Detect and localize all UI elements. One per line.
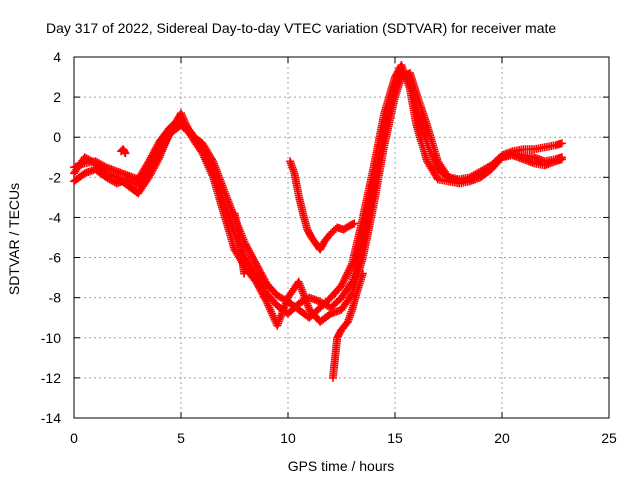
y-tick-label: 4	[53, 49, 61, 65]
x-axis-label: GPS time / hours	[288, 458, 395, 474]
y-tick-label: -8	[49, 290, 62, 306]
data-point-fill	[261, 295, 270, 304]
data-point	[358, 269, 367, 278]
y-axis-label: SDTVAR / TECUs	[6, 183, 22, 295]
series-track-b	[70, 67, 566, 318]
y-tick-label: -6	[49, 250, 62, 266]
series-track-g	[117, 145, 130, 158]
series-track-a	[70, 61, 566, 322]
data-point	[121, 149, 130, 158]
data-layer	[70, 61, 566, 382]
data-point-fill	[338, 279, 347, 288]
y-tick-label: 0	[53, 129, 61, 145]
grid	[74, 57, 609, 418]
x-tick-label: 20	[494, 430, 510, 446]
data-point-fill	[154, 155, 163, 164]
x-tick-label: 5	[177, 430, 185, 446]
data-point-fill	[342, 270, 351, 279]
chart-title: Day 317 of 2022, Sidereal Day-to-day VTE…	[46, 20, 556, 36]
y-tick-label: -4	[49, 209, 62, 225]
x-tick-label: 0	[70, 430, 78, 446]
data-point	[350, 219, 359, 228]
data-point-fill	[341, 274, 350, 283]
data-point-fill	[339, 277, 348, 286]
y-tick-label: -14	[41, 410, 61, 426]
plot-frame	[73, 56, 610, 419]
series-track-d	[286, 157, 359, 254]
data-point	[557, 155, 566, 164]
data-point-fill	[341, 272, 350, 281]
y-tick-label: 2	[53, 89, 61, 105]
x-tick-label: 25	[601, 430, 617, 446]
data-point	[240, 269, 249, 278]
data-point-fill	[340, 276, 349, 285]
y-tick-label: -2	[49, 169, 62, 185]
series-track-c	[70, 69, 566, 330]
data-point	[557, 139, 566, 148]
x-tick-label: 15	[387, 430, 403, 446]
y-tick-label: -12	[41, 370, 61, 386]
data-point-fill	[496, 154, 505, 163]
data-point-fill	[343, 268, 352, 277]
y-tick-label: -10	[41, 330, 61, 346]
series-track-f	[230, 209, 249, 278]
x-tick-label: 10	[280, 430, 296, 446]
series-track-e	[328, 269, 367, 382]
data-point	[337, 281, 346, 290]
